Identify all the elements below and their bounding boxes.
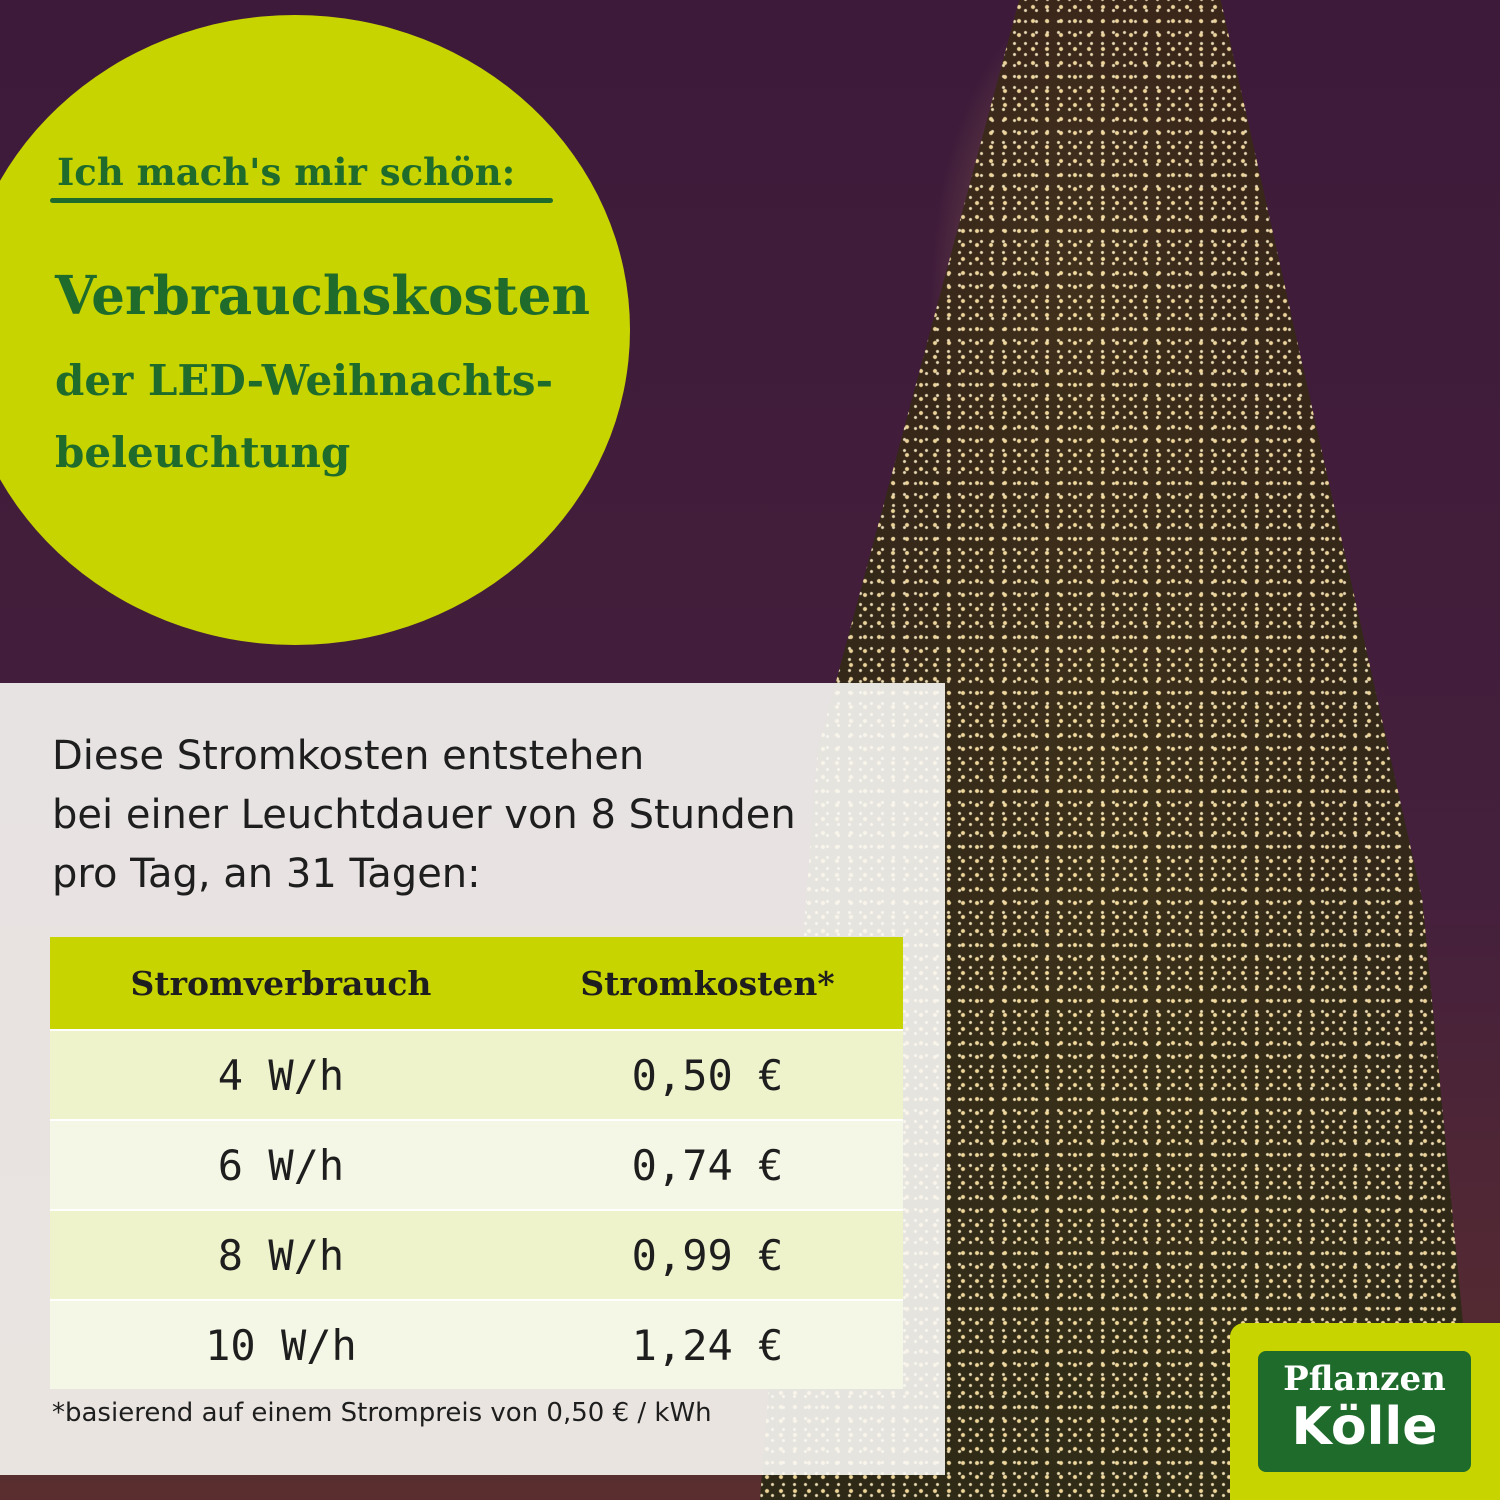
- header-consumption: Stromverbrauch: [50, 937, 512, 1030]
- header-cost: Stromkosten*: [511, 937, 903, 1030]
- cost-cell: 1,24 €: [511, 1299, 903, 1389]
- footnote: *basierend auf einem Strompreis von 0,50…: [52, 1398, 712, 1428]
- intro-line: Diese Stromkosten entstehen: [52, 733, 645, 779]
- cost-cell: 0,50 €: [511, 1029, 903, 1120]
- cost-table: Stromverbrauch Stromkosten* 4 W/h 0,50 € …: [50, 937, 903, 1389]
- subtitle-line: der LED-Weihnachts-: [55, 356, 554, 405]
- page-subtitle: der LED-Weihnachts- beleuchtung: [55, 345, 553, 489]
- brand-logo: Pflanzen Kölle: [1258, 1351, 1471, 1472]
- cost-cell: 0,74 €: [511, 1119, 903, 1210]
- table-row: 8 W/h 0,99 €: [50, 1209, 903, 1300]
- table-header-row: Stromverbrauch Stromkosten*: [50, 937, 903, 1030]
- cost-cell: 0,99 €: [511, 1209, 903, 1300]
- subtitle-line: beleuchtung: [55, 428, 351, 477]
- headline-circle: [0, 15, 630, 645]
- kicker-text: Ich mach's mir schön:: [57, 150, 516, 194]
- consumption-cell: 10 W/h: [50, 1299, 512, 1389]
- table-row: 4 W/h 0,50 €: [50, 1029, 903, 1120]
- logo-line2: Kölle: [1291, 1397, 1438, 1457]
- intro-line: pro Tag, an 31 Tagen:: [52, 851, 481, 897]
- table-row: 10 W/h 1,24 €: [50, 1299, 903, 1389]
- consumption-cell: 4 W/h: [50, 1029, 512, 1120]
- table-row: 6 W/h 0,74 €: [50, 1119, 903, 1210]
- consumption-cell: 8 W/h: [50, 1209, 512, 1300]
- logo-line1: Pflanzen: [1283, 1359, 1446, 1399]
- page-title: Verbrauchskosten: [55, 265, 591, 327]
- kicker-underline: [50, 198, 553, 203]
- intro-text: Diese Stromkosten entstehen bei einer Le…: [52, 727, 796, 904]
- intro-line: bei einer Leuchtdauer von 8 Stunden: [52, 792, 796, 838]
- consumption-cell: 6 W/h: [50, 1119, 512, 1210]
